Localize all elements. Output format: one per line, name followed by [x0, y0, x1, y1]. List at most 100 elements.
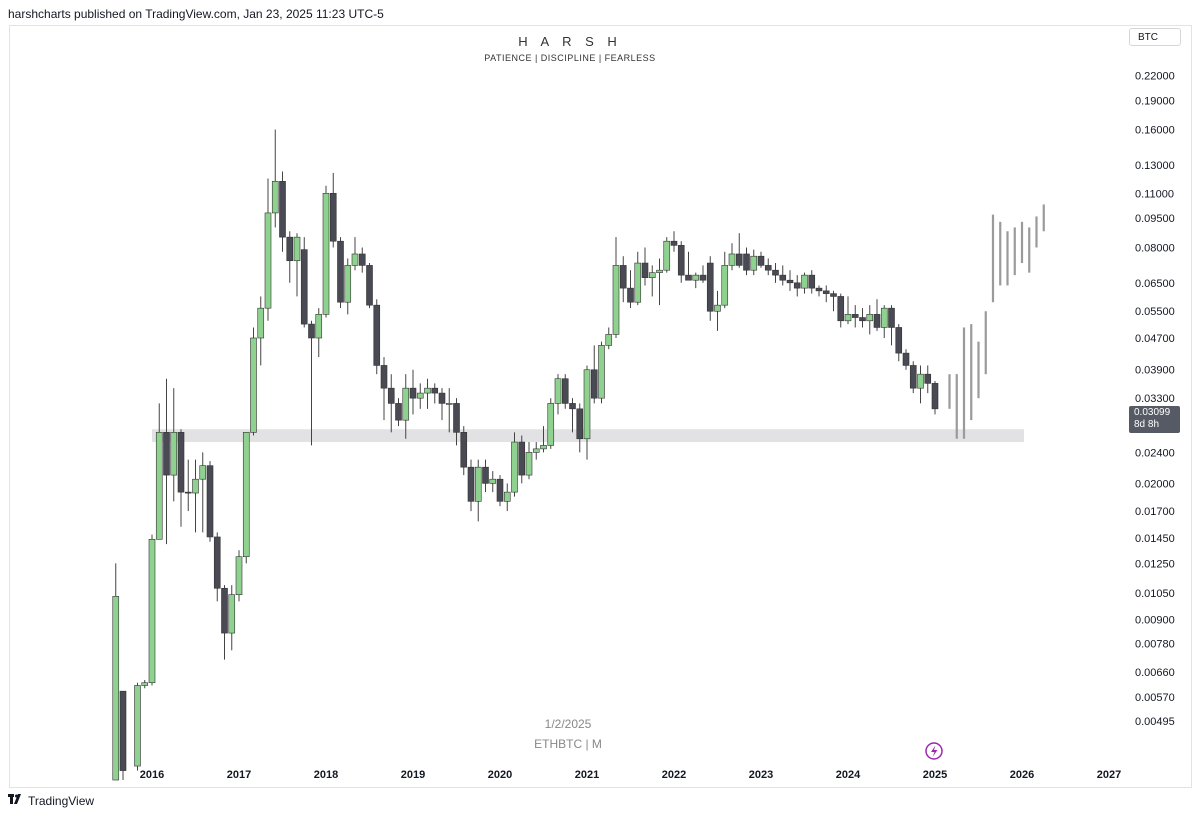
candle-body [917, 373, 924, 389]
candle-body [583, 369, 591, 440]
candle [677, 241, 685, 283]
x-tick-label: 2019 [401, 769, 425, 781]
candle-body [547, 403, 555, 446]
candle-body [663, 240, 671, 271]
candle [547, 398, 555, 449]
candle-body [453, 403, 460, 433]
candle-body [619, 265, 627, 289]
candle [213, 532, 221, 602]
candle [728, 243, 736, 271]
last-price-tag: 0.03099 8d 8h [1129, 406, 1180, 433]
candle [474, 459, 482, 522]
candle-body [677, 245, 685, 276]
candle-body [692, 274, 700, 281]
candle [532, 442, 540, 460]
candle [924, 365, 932, 394]
candle-body [895, 327, 903, 354]
y-tick-label: 0.01250 [1135, 558, 1175, 570]
candle-body [148, 539, 156, 684]
candle [801, 272, 808, 294]
candle [757, 251, 765, 268]
candle-body [561, 378, 569, 404]
candle [503, 483, 511, 512]
candle [409, 369, 417, 415]
candle-body [242, 432, 250, 558]
candle-body [786, 279, 794, 284]
candle-body [416, 392, 424, 399]
candle [815, 285, 823, 297]
candle-body [822, 290, 830, 294]
candle [177, 429, 185, 527]
candle [909, 361, 917, 394]
candle [351, 237, 359, 271]
candle-body [395, 403, 402, 421]
candle-body [576, 408, 584, 440]
candle [300, 237, 308, 328]
candle-body [540, 445, 547, 450]
candle-body [373, 304, 381, 366]
candle-body [779, 274, 787, 281]
candle-body [525, 452, 533, 476]
x-tick-label: 2023 [749, 769, 773, 781]
candle [859, 308, 866, 328]
candle [931, 381, 939, 415]
watermark-date: 1/2/2025 [544, 717, 592, 731]
candle-body [141, 682, 149, 686]
candle-body [801, 274, 808, 289]
candle [663, 237, 671, 273]
candle-body [598, 345, 605, 399]
candle-body [184, 491, 192, 494]
candle [286, 231, 294, 283]
currency-selector[interactable]: BTC [1129, 28, 1181, 46]
candle [844, 296, 852, 325]
candle-body [134, 685, 141, 767]
candle [387, 374, 395, 433]
candle [373, 299, 381, 375]
y-tick-label: 0.00495 [1135, 716, 1175, 728]
y-tick-label: 0.09500 [1135, 213, 1175, 225]
candle-body [837, 296, 845, 322]
candle [605, 327, 613, 350]
y-tick-label: 0.01450 [1135, 533, 1175, 545]
candle [199, 452, 207, 533]
candle-body [844, 314, 852, 322]
y-tick-label: 0.05500 [1135, 306, 1175, 318]
candle [279, 171, 286, 252]
candle [337, 237, 344, 309]
candle [735, 233, 743, 268]
candle [786, 270, 794, 291]
footer-brand[interactable]: TradingView [8, 794, 94, 808]
candle [192, 459, 199, 533]
candle-body [163, 432, 170, 476]
candle [888, 305, 895, 346]
candle [598, 341, 605, 404]
candle [170, 388, 178, 502]
candle-body [815, 287, 823, 292]
candle [561, 374, 569, 409]
last-price-value: 0.03099 [1134, 407, 1171, 418]
candle-body [366, 265, 373, 306]
candle [917, 365, 924, 404]
candle-body [315, 314, 323, 339]
y-tick-label: 0.19000 [1135, 95, 1175, 107]
candle [431, 383, 439, 404]
candle [793, 275, 801, 297]
candle [837, 293, 845, 328]
candle [242, 432, 250, 564]
y-tick-label: 0.00570 [1135, 692, 1175, 704]
candle-body [322, 192, 330, 315]
candle-body [699, 274, 707, 281]
lightning-icon[interactable] [925, 742, 943, 760]
candle [764, 258, 772, 276]
candle [424, 378, 431, 409]
candle [163, 378, 170, 545]
candle [518, 435, 526, 484]
candle [866, 305, 874, 335]
candle-body [431, 387, 439, 394]
candle-body [308, 323, 315, 339]
candle-body [380, 365, 388, 389]
x-tick-label: 2026 [1010, 769, 1034, 781]
candle-body [438, 392, 446, 404]
candle [228, 585, 236, 651]
